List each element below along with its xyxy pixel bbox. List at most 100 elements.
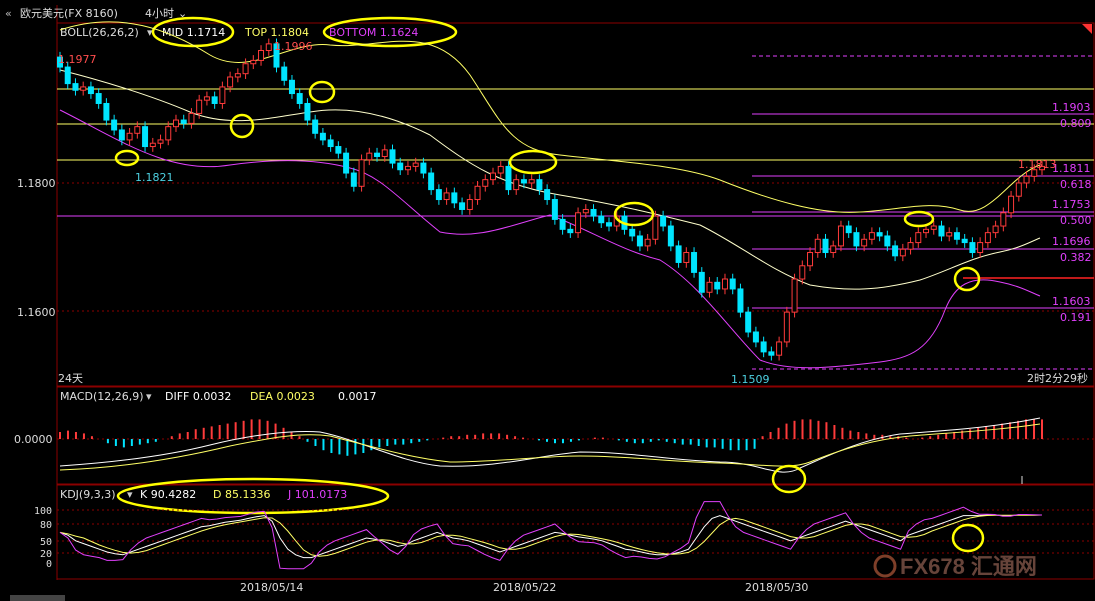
candle (691, 252, 698, 273)
highlight-ellipse (151, 16, 235, 48)
candle (335, 146, 342, 154)
candle (72, 83, 79, 91)
candle (706, 281, 713, 293)
candle (288, 79, 295, 95)
candle (791, 278, 798, 313)
candle (644, 238, 651, 247)
recent-high-annotation: 1.1813 (1018, 158, 1057, 171)
dropdown-arrow-icon[interactable]: ▾ (127, 488, 133, 501)
kdj-label[interactable]: KDJ(9,3,3) (60, 488, 116, 501)
candle (575, 212, 582, 234)
kdj-tick-label: 0 (46, 559, 52, 570)
candle (134, 126, 141, 134)
candle (304, 102, 311, 121)
corner-marker-icon (1082, 24, 1092, 34)
candle (1008, 195, 1015, 214)
boll-label[interactable]: BOLL(26,26,2) (60, 26, 139, 39)
candle (142, 126, 149, 148)
candle (234, 73, 241, 78)
candle (420, 162, 427, 174)
kdj-d-line (59, 514, 1043, 557)
candle (969, 242, 976, 254)
candle (172, 119, 179, 128)
candle (505, 165, 512, 191)
candle (149, 142, 156, 148)
candle (629, 228, 636, 237)
fib-ratio-label: 0.618 (1060, 178, 1092, 191)
bottom-annotation: 1.1509 (731, 373, 770, 386)
date-tick-label: 2018/05/30 (745, 581, 808, 594)
candle (544, 189, 551, 201)
candle (87, 86, 94, 95)
kdj-j-value: J 101.0173 (287, 488, 347, 501)
horizontal-scrollbar[interactable] (10, 595, 65, 601)
candle (126, 132, 133, 141)
candle (853, 232, 860, 247)
candle (1039, 165, 1045, 171)
candle (830, 245, 837, 254)
main-panel-frame (56, 22, 1095, 387)
candle (358, 159, 365, 187)
kdj-d-value: D 85.1336 (213, 488, 270, 501)
date-tick-label: 2018/05/14 (240, 581, 303, 594)
fib-price-label: 1.1696 (1052, 235, 1091, 248)
candle (258, 49, 265, 61)
candle (350, 172, 357, 187)
candle (559, 218, 566, 230)
candle (760, 341, 767, 353)
candle (977, 242, 984, 254)
dropdown-arrow-icon[interactable]: ▾ (147, 26, 153, 39)
candle (312, 119, 319, 134)
candle (598, 215, 605, 224)
macd-dea-line (59, 423, 1041, 471)
highlight-ellipse (903, 210, 935, 228)
period-selector[interactable]: 4小时 (145, 7, 174, 20)
candle (683, 252, 690, 263)
candle (459, 202, 466, 210)
date-tick-label: 2018/05/22 (493, 581, 556, 594)
peak-annotation: 1.1996 (274, 40, 313, 53)
highlight-ellipse (114, 149, 140, 167)
dropdown-arrow-icon[interactable]: ▾ (146, 390, 152, 403)
candle (165, 126, 172, 141)
macd-label[interactable]: MACD(12,26,9) (60, 390, 144, 403)
candle (675, 245, 682, 263)
fib-price-label: 1.1903 (1052, 101, 1091, 114)
candle (845, 225, 852, 234)
chevron-down-icon[interactable]: ⌄ (178, 7, 187, 20)
watermark-logo-icon (873, 554, 897, 578)
candle (776, 341, 783, 356)
candle (404, 165, 411, 171)
candle (721, 278, 728, 290)
candle (899, 248, 906, 257)
candle (992, 225, 999, 234)
candle (273, 43, 280, 68)
candle (227, 76, 234, 88)
candle (157, 139, 164, 144)
candle (451, 192, 458, 204)
candle (474, 185, 481, 201)
highlight-ellipse (951, 523, 985, 553)
price-tick-label: 1.1800 (17, 177, 56, 190)
candle (374, 152, 381, 157)
candle (118, 129, 125, 141)
highlight-ellipse (322, 16, 458, 48)
kdj-k-line (59, 514, 1042, 559)
back-arrow-icon[interactable]: « (5, 7, 12, 20)
fib-ratio-label: 0.191 (1060, 311, 1092, 324)
candle (961, 238, 968, 244)
fib-price-label: 1.1811 (1052, 162, 1091, 175)
symbol-label: 欧元美元(FX 8160) (20, 7, 118, 20)
countdown-label: 2时2分29秒 (1027, 371, 1088, 385)
candle (946, 232, 953, 237)
candle (180, 119, 187, 124)
candle (111, 119, 118, 131)
highlight-ellipse (771, 464, 807, 494)
candle (466, 199, 473, 210)
candle (103, 102, 110, 121)
candle (807, 252, 814, 267)
candle (567, 228, 574, 234)
kdj-j-line (59, 501, 1043, 570)
candle (551, 199, 558, 220)
